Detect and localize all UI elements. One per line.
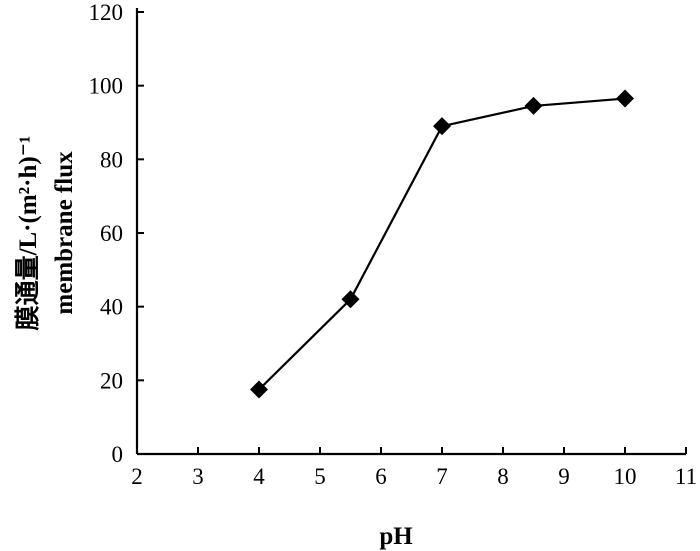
- series-line: [258, 97, 626, 391]
- y-axis-title-line-1: 膜通量/L·(m²·h)⁻¹: [14, 136, 42, 331]
- y-tick-label: 120: [89, 0, 124, 25]
- x-tick-label: 3: [192, 464, 204, 489]
- x-tick-label: 7: [436, 464, 448, 489]
- y-tick-label: 20: [100, 368, 123, 393]
- x-axis-title: pH: [379, 523, 413, 550]
- axes: [135, 8, 686, 456]
- x-tick-label: 2: [131, 464, 143, 489]
- x-tick-label: 8: [497, 464, 509, 489]
- x-ticks: 2 3 4 5 6 7 8 9 10 11: [131, 447, 697, 489]
- data-series: [250, 89, 634, 399]
- data-point-diamond: [616, 89, 634, 108]
- y-ticks: 0 20 40 60 80 100 120: [89, 0, 144, 467]
- data-point-diamond: [524, 96, 543, 115]
- x-tick-label: 6: [375, 464, 387, 489]
- x-tick-label: 10: [614, 464, 637, 489]
- y-tick-label: 100: [89, 74, 124, 99]
- data-point-diamond: [341, 290, 360, 309]
- y-tick-label: 40: [100, 295, 123, 320]
- y-axis-title-line-2: membrane flux: [51, 151, 78, 315]
- y-tick-label: 60: [100, 221, 123, 246]
- x-tick-label: 5: [314, 464, 326, 489]
- data-point-diamond: [433, 117, 451, 136]
- data-point-diamond: [250, 380, 268, 399]
- x-tick-label: 4: [253, 464, 265, 489]
- y-tick-label: 0: [112, 442, 124, 467]
- y-axis-title: 膜通量/L·(m²·h)⁻¹ membrane flux: [14, 136, 78, 331]
- x-tick-label: 11: [675, 464, 697, 489]
- x-tick-label: 9: [558, 464, 570, 489]
- y-tick-label: 80: [100, 147, 123, 172]
